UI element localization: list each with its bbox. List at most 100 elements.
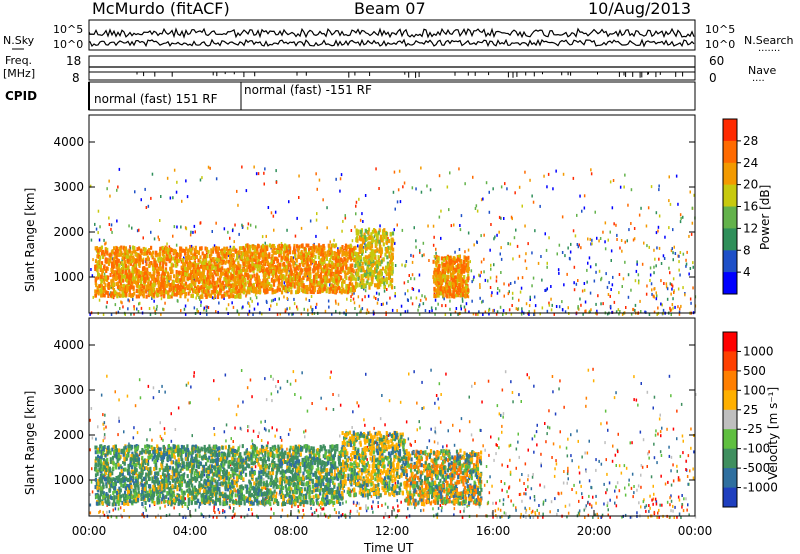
power-region-cell bbox=[329, 286, 332, 291]
power-region-cell bbox=[364, 272, 367, 277]
velocity-scatter-cell bbox=[640, 464, 643, 467]
power-region-cell bbox=[351, 282, 354, 287]
power-scatter-cell bbox=[270, 211, 273, 215]
power-region-cell bbox=[135, 267, 138, 272]
power-scatter-cell bbox=[444, 304, 447, 308]
power-scatter-cell bbox=[274, 210, 277, 214]
power-region-cell bbox=[323, 268, 326, 273]
power-region-cell bbox=[441, 291, 444, 296]
power-region-cell bbox=[447, 275, 450, 280]
power-region-cell bbox=[110, 267, 113, 272]
power-scatter-cell bbox=[268, 307, 271, 311]
power-scatter-cell bbox=[392, 190, 395, 194]
power-region-cell bbox=[186, 249, 189, 253]
power-region-cell bbox=[201, 280, 204, 285]
power-scatter-cell bbox=[128, 224, 130, 228]
power-cbar-tick-label: 24 bbox=[743, 156, 758, 170]
power-scatter-cell bbox=[506, 187, 508, 191]
power-scatter-cell bbox=[337, 247, 339, 251]
power-region-cell bbox=[289, 280, 293, 285]
power-scatter-cell bbox=[108, 223, 111, 226]
power-scatter-cell bbox=[583, 288, 586, 292]
power-scatter-cell bbox=[375, 291, 378, 295]
power-scatter-cell bbox=[583, 194, 586, 198]
power-region-cell bbox=[374, 240, 377, 244]
power-scatter-cell bbox=[303, 307, 305, 311]
power-scatter-cell bbox=[418, 305, 420, 308]
power-scatter-cell bbox=[653, 271, 655, 275]
power-region-cell bbox=[370, 232, 373, 237]
power-scatter-cell bbox=[595, 263, 597, 267]
power-region-cell bbox=[263, 245, 266, 250]
power-scatter-cell bbox=[609, 294, 611, 298]
power-region-cell bbox=[200, 246, 203, 251]
power-region-cell bbox=[457, 291, 460, 295]
power-scatter-cell bbox=[193, 224, 196, 228]
power-region-cell bbox=[461, 284, 464, 289]
power-region-cell bbox=[165, 257, 168, 262]
power-region-cell bbox=[303, 289, 306, 294]
power-region-cell bbox=[366, 266, 369, 271]
power-region-cell bbox=[178, 255, 181, 259]
power-region-cell bbox=[349, 275, 352, 280]
power-region-cell bbox=[243, 248, 246, 253]
power-scatter-cell bbox=[110, 285, 112, 289]
velocity-scatter-cell bbox=[303, 430, 305, 434]
power-scatter-cell bbox=[438, 174, 441, 178]
power-region-cell bbox=[324, 254, 327, 259]
power-region-cell bbox=[266, 267, 269, 272]
power-scatter-cell bbox=[663, 257, 666, 260]
power-scatter-cell bbox=[557, 268, 560, 272]
power-region-cell bbox=[256, 246, 259, 251]
power-scatter-cell bbox=[566, 272, 568, 276]
power-region-cell bbox=[162, 294, 165, 299]
power-scatter-cell bbox=[350, 299, 352, 302]
power-region-cell bbox=[376, 264, 379, 269]
power-scatter-cell bbox=[500, 246, 502, 250]
power-region-cell bbox=[280, 290, 284, 295]
power-region-cell bbox=[289, 274, 292, 279]
power-scatter-cell bbox=[454, 310, 457, 314]
velocity-scatter-cell bbox=[102, 510, 104, 514]
power-scatter-cell bbox=[362, 220, 364, 223]
power-region-cell bbox=[181, 280, 184, 285]
velocity-scatter-cell bbox=[666, 500, 669, 504]
power-scatter-cell bbox=[473, 275, 475, 279]
power-region-cell bbox=[163, 281, 166, 285]
power-region-cell bbox=[375, 242, 378, 247]
power-region-cell bbox=[358, 245, 362, 250]
power-scatter-cell bbox=[411, 302, 414, 306]
power-scatter-cell bbox=[362, 245, 364, 249]
power-region-cell bbox=[237, 270, 241, 275]
power-scatter-cell bbox=[670, 283, 673, 287]
power-scatter-cell bbox=[492, 187, 494, 191]
power-region-cell bbox=[460, 259, 463, 263]
power-scatter-cell bbox=[434, 312, 436, 316]
power-scatter-cell bbox=[508, 283, 510, 287]
power-region-cell bbox=[152, 279, 155, 284]
power-region-cell bbox=[312, 252, 315, 256]
power-scatter-cell bbox=[476, 209, 479, 213]
power-region-cell bbox=[150, 261, 153, 266]
power-region-cell bbox=[252, 282, 255, 287]
power-region-cell bbox=[229, 285, 232, 290]
power-region-cell bbox=[380, 238, 383, 242]
power-region-cell bbox=[224, 255, 227, 260]
power-region-cell bbox=[209, 275, 212, 280]
power-region-cell bbox=[249, 248, 252, 253]
power-region-cell bbox=[377, 239, 380, 244]
power-region-cell bbox=[323, 284, 326, 289]
power-region-cell bbox=[317, 255, 320, 260]
power-scatter-cell bbox=[624, 173, 626, 177]
power-region-cell bbox=[251, 283, 254, 288]
power-scatter-cell bbox=[543, 174, 545, 178]
power-ytick-label: 3000 bbox=[53, 180, 84, 194]
power-scatter-cell bbox=[633, 227, 636, 230]
power-region-cell bbox=[143, 279, 146, 284]
power-region-cell bbox=[222, 285, 226, 290]
power-scatter-cell bbox=[119, 307, 121, 310]
power-scatter-cell bbox=[641, 262, 644, 266]
power-region-cell bbox=[133, 279, 136, 284]
power-region-cell bbox=[452, 266, 455, 271]
power-scatter-cell bbox=[514, 191, 516, 195]
